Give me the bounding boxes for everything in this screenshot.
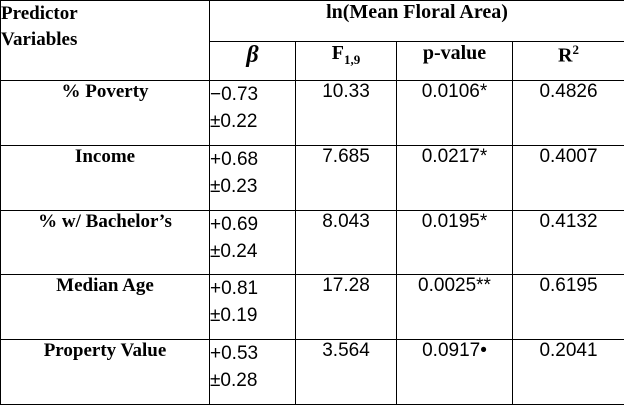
pvalue-cell: 0.0917• [396, 339, 513, 405]
beta-cell: +0.68 ±0.23 [209, 144, 296, 211]
beta-std-error: ±0.24 [210, 240, 258, 262]
beta-value: +0.81 [210, 278, 259, 300]
table-row: Income +0.68 ±0.23 7.685 0.0217* 0.4007 [0, 144, 624, 211]
f-header-base: F [331, 42, 344, 64]
f-statistic-cell: 17.28 [295, 274, 397, 341]
table-row: % w/ Bachelor’s +0.69 ±0.24 8.043 0.0195*… [0, 209, 624, 276]
predictor-name-cell: % Poverty [0, 80, 210, 146]
beta-std-error: ±0.28 [210, 370, 258, 392]
f-statistic-column-header: F1,9 [295, 41, 397, 81]
r-squared-cell: 0.2041 [511, 339, 624, 405]
pvalue-cell: 0.0217* [396, 144, 513, 211]
r-header-base: R [558, 44, 573, 67]
predictor-header-line2: Variables [1, 29, 78, 50]
r-squared-cell: 0.6195 [511, 274, 624, 341]
r-squared-column-header: R2 [511, 41, 624, 81]
f-header-subscript: 1,9 [343, 52, 361, 67]
beta-column-header: β [209, 41, 296, 81]
predictor-header-line1: Predictor [1, 3, 78, 24]
f-statistic-cell: 8.043 [295, 209, 397, 276]
predictor-name-cell: Median Age [0, 274, 210, 341]
r-squared-cell: 0.4007 [511, 144, 624, 211]
predictor-name-cell: % w/ Bachelor’s [0, 209, 210, 276]
beta-value: +0.69 [210, 213, 259, 235]
beta-value: +0.68 [210, 148, 259, 170]
beta-value: +0.53 [210, 343, 259, 365]
f-statistic-cell: 7.685 [295, 144, 397, 211]
group-header: ln(Mean Floral Area) [208, 0, 624, 42]
f-statistic-cell: 10.33 [295, 80, 397, 146]
beta-std-error: ±0.19 [210, 305, 258, 327]
beta-cell: +0.69 ±0.24 [209, 209, 296, 276]
pvalue-cell: 0.0106* [396, 80, 513, 146]
predictor-name-cell: Property Value [0, 339, 210, 405]
r-squared-cell: 0.4826 [511, 80, 624, 146]
r-header-superscript: 2 [572, 42, 579, 57]
f-statistic-cell: 3.564 [295, 339, 397, 405]
table-body: % Poverty −0.73 ±0.22 10.33 0.0106* 0.482… [0, 80, 624, 405]
predictor-variables-header: Predictor Variables [0, 0, 210, 81]
pvalue-cell: 0.0025** [396, 274, 513, 341]
pvalue-column-header: p-value [396, 41, 513, 81]
beta-cell: −0.73 ±0.22 [209, 80, 296, 146]
table-row: Property Value +0.53 ±0.28 3.564 0.0917• … [0, 339, 624, 405]
pvalue-cell: 0.0195* [396, 209, 513, 276]
predictor-name-cell: Income [0, 144, 210, 211]
beta-std-error: ±0.22 [210, 111, 258, 132]
beta-cell: +0.53 ±0.28 [209, 339, 296, 405]
beta-cell: +0.81 ±0.19 [209, 274, 296, 341]
table-row: Median Age +0.81 ±0.19 17.28 0.0025** 0.6… [0, 274, 624, 341]
table-row: % Poverty −0.73 ±0.22 10.33 0.0106* 0.482… [0, 80, 624, 146]
beta-value: −0.73 [210, 84, 259, 105]
beta-std-error: ±0.23 [210, 175, 258, 197]
r-squared-cell: 0.4132 [511, 209, 624, 276]
